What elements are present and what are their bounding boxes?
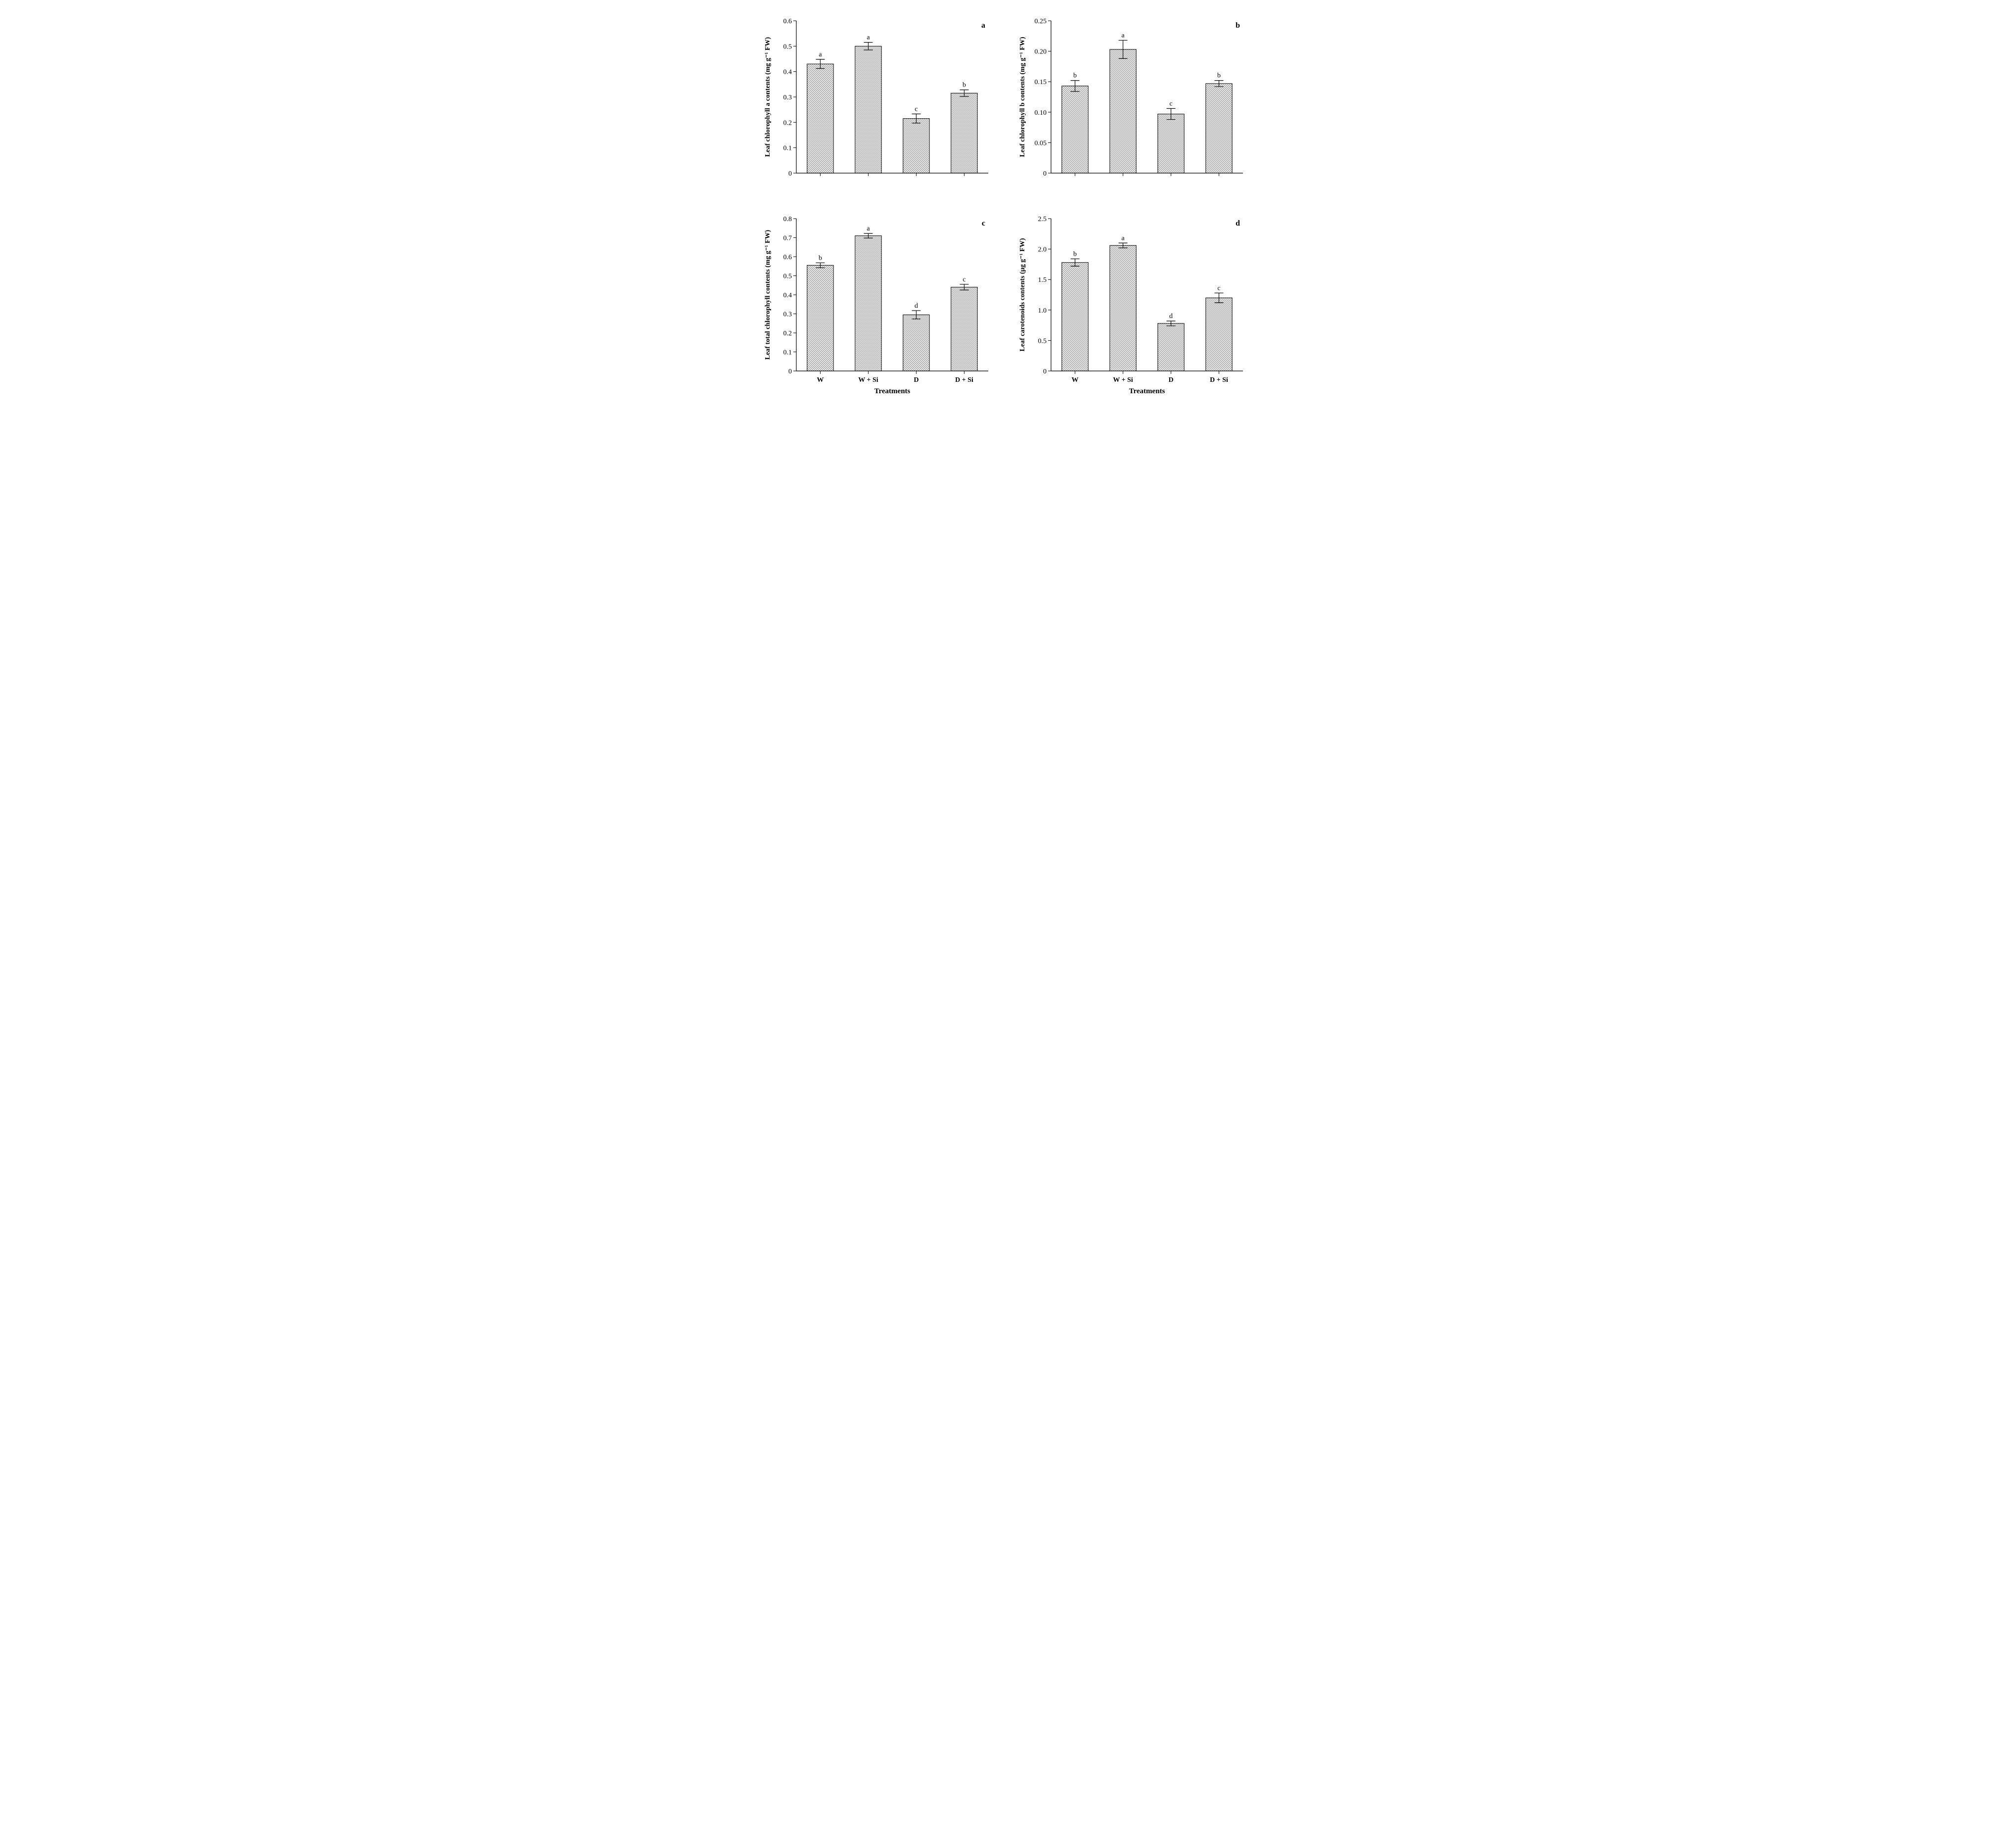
- sig-label: a: [819, 51, 822, 58]
- x-category-label: D: [1168, 376, 1173, 384]
- bar-w+si: [855, 46, 881, 173]
- bar-w+si: [1110, 245, 1136, 371]
- svg-text:0.5: 0.5: [783, 43, 792, 50]
- panel-b: 0 0.05 0.10 0.15 0.20 0.25 b a c b Leaf chlorophyl…: [1015, 15, 1255, 203]
- sig-label: c: [1169, 100, 1172, 107]
- x-category-label: D + Si: [955, 376, 973, 384]
- panel-d: 0 0.5 1.0 1.5 2.0 2.5 b Wa W + Si d Dc D + Si Leaf c…: [1015, 213, 1255, 401]
- svg-text:0.1: 0.1: [783, 145, 792, 152]
- bar-w+si: [855, 236, 881, 371]
- bar-d+si: [951, 93, 977, 173]
- svg-text:0.4: 0.4: [783, 292, 792, 299]
- panel-tag: a: [981, 21, 985, 30]
- sig-label: d: [915, 302, 918, 310]
- svg-text:0.05: 0.05: [1035, 139, 1047, 147]
- sig-label: b: [819, 254, 822, 262]
- y-axis-label: Leaf carotenoids contents (µg g⁻¹ FW): [1019, 238, 1026, 351]
- svg-text:0.5: 0.5: [783, 273, 792, 280]
- svg-text:0.4: 0.4: [783, 69, 792, 76]
- svg-text:1.5: 1.5: [1038, 276, 1047, 284]
- sig-label: a: [867, 225, 870, 232]
- svg-text:0.20: 0.20: [1035, 48, 1047, 56]
- sig-label: b: [962, 82, 966, 89]
- svg-text:2.0: 2.0: [1038, 246, 1047, 254]
- bar-w: [807, 265, 833, 371]
- bar-d+si: [1206, 298, 1232, 371]
- bar-d: [903, 315, 929, 371]
- svg-text:0.10: 0.10: [1035, 109, 1047, 117]
- bar-d+si: [951, 287, 977, 371]
- svg-text:0: 0: [788, 170, 792, 178]
- panel-c: 0 0.1 0.2 0.3 0.4 0.5 0.6 0.7 0.8 b Wa W + Si d Dc D +…: [761, 213, 1001, 401]
- bar-w: [1062, 86, 1088, 173]
- bar-d+si: [1206, 84, 1232, 173]
- bar-w+si: [1110, 49, 1136, 173]
- sig-label: b: [1073, 72, 1077, 80]
- sig-label: d: [1169, 313, 1173, 320]
- panel-tag: b: [1236, 21, 1240, 30]
- svg-text:0.7: 0.7: [783, 235, 792, 242]
- svg-text:0: 0: [1043, 368, 1047, 375]
- panel-a: 0 0.1 0.2 0.3 0.4 0.5 0.6 a a c b Leaf chlorophyll …: [761, 15, 1001, 203]
- x-category-label: W + Si: [858, 376, 878, 384]
- panel-tag: d: [1236, 219, 1240, 228]
- y-axis-label: Leaf total chlorophyll contents (mg g⁻¹ …: [764, 230, 772, 360]
- sig-label: c: [915, 105, 917, 113]
- svg-text:0.3: 0.3: [783, 94, 792, 101]
- bar-d: [903, 119, 929, 173]
- sig-label: c: [1217, 284, 1220, 292]
- svg-text:0.15: 0.15: [1035, 79, 1047, 86]
- sig-label: a: [867, 34, 870, 42]
- svg-text:0.6: 0.6: [783, 254, 792, 261]
- svg-text:0.1: 0.1: [783, 349, 792, 357]
- y-axis-label: Leaf chlorophyll b contents (mg g⁻¹ FW): [1019, 37, 1026, 157]
- sig-label: b: [1073, 250, 1077, 258]
- sig-label: c: [962, 276, 965, 283]
- svg-text:0: 0: [1043, 170, 1047, 178]
- x-category-label: D: [914, 376, 918, 384]
- svg-text:0.8: 0.8: [783, 216, 792, 223]
- sig-label: a: [1121, 234, 1125, 242]
- svg-text:0.2: 0.2: [783, 119, 792, 127]
- bar-w: [1062, 263, 1088, 371]
- x-category-label: W: [1072, 376, 1079, 384]
- svg-text:0.25: 0.25: [1035, 18, 1047, 25]
- x-axis-title: Treatments: [1129, 387, 1165, 395]
- x-axis-title: Treatments: [874, 387, 911, 395]
- bar-w: [807, 64, 833, 173]
- x-category-label: D + Si: [1210, 376, 1228, 384]
- svg-text:0.2: 0.2: [783, 330, 792, 337]
- svg-text:2.5: 2.5: [1038, 216, 1047, 223]
- svg-text:0.5: 0.5: [1038, 337, 1047, 345]
- x-category-label: W: [817, 376, 824, 384]
- sig-label: a: [1121, 32, 1125, 39]
- bar-d: [1158, 114, 1184, 173]
- svg-text:0: 0: [788, 368, 792, 375]
- svg-text:0.3: 0.3: [783, 311, 792, 319]
- sig-label: b: [1217, 72, 1221, 80]
- y-axis-label: Leaf chlorophyll a contents (mg g⁻¹ FW): [764, 37, 772, 157]
- x-category-label: W + Si: [1113, 376, 1133, 384]
- panel-tag: c: [982, 219, 985, 228]
- bar-d: [1158, 323, 1184, 371]
- svg-text:0.6: 0.6: [783, 18, 792, 25]
- svg-text:1.0: 1.0: [1038, 307, 1047, 315]
- chart-grid: 0 0.1 0.2 0.3 0.4 0.5 0.6 a a c b Leaf chlorophyll …: [761, 15, 1255, 401]
